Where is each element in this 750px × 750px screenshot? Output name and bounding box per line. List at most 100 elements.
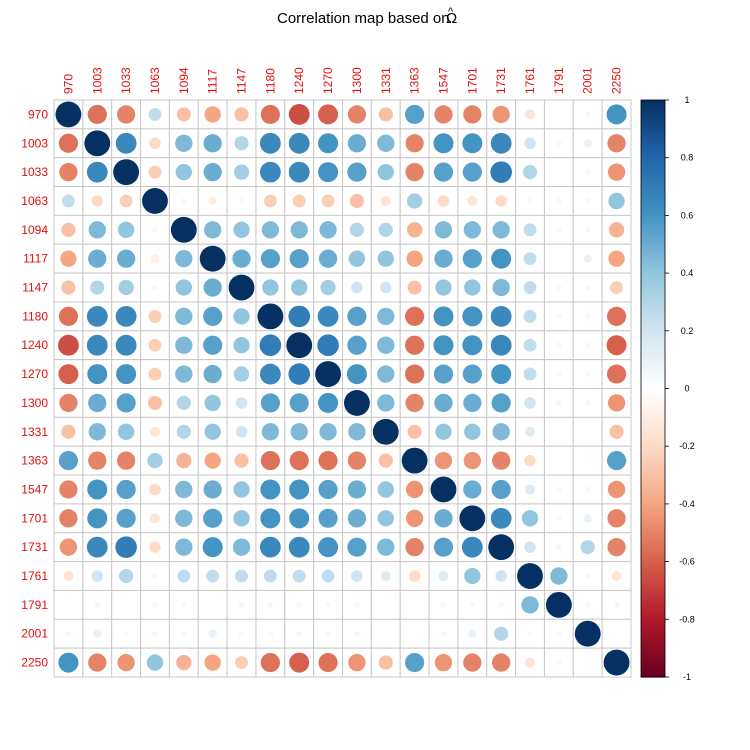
colorbar-step bbox=[641, 443, 665, 447]
correlation-circle bbox=[524, 454, 536, 467]
correlation-circle bbox=[233, 481, 250, 498]
colorbar-step bbox=[641, 238, 665, 242]
correlation-circle bbox=[583, 514, 592, 523]
correlation-circle bbox=[291, 279, 308, 296]
colorbar-step bbox=[641, 195, 665, 199]
correlation-circle bbox=[296, 601, 303, 608]
correlation-circle bbox=[123, 630, 130, 637]
correlation-circle bbox=[405, 393, 424, 413]
correlation-circle bbox=[492, 653, 511, 672]
correlation-circle bbox=[555, 515, 562, 522]
column-label: 1003 bbox=[90, 67, 104, 94]
correlation-circle bbox=[86, 305, 108, 327]
colorbar-step bbox=[641, 137, 665, 141]
row-label: 1003 bbox=[21, 136, 48, 150]
correlation-circle bbox=[116, 451, 136, 470]
matrix-cell bbox=[572, 445, 603, 476]
correlation-circle bbox=[116, 508, 136, 528]
correlation-circle bbox=[606, 335, 627, 356]
matrix-cell bbox=[399, 618, 430, 649]
colorbar-step bbox=[641, 281, 665, 286]
correlation-circle bbox=[434, 249, 453, 268]
correlation-circle bbox=[58, 451, 79, 471]
colorbar-step bbox=[641, 495, 665, 499]
colorbar-tick-label: -0.6 bbox=[679, 557, 695, 567]
correlation-circle bbox=[463, 451, 481, 470]
correlation-circle bbox=[116, 393, 136, 413]
correlation-circle bbox=[61, 280, 76, 295]
correlation-circle bbox=[405, 480, 424, 499]
correlation-circle bbox=[289, 652, 310, 673]
correlation-circle bbox=[377, 510, 394, 527]
correlation-circle bbox=[584, 198, 591, 204]
correlation-circle bbox=[176, 395, 191, 411]
correlation-circle bbox=[116, 249, 136, 268]
correlation-circle bbox=[59, 538, 78, 556]
correlation-circle bbox=[491, 364, 512, 385]
colorbar-step bbox=[641, 198, 665, 202]
correlation-circle bbox=[170, 216, 197, 243]
correlation-circle bbox=[180, 601, 187, 608]
colorbar-step bbox=[641, 651, 665, 655]
correlation-circle bbox=[467, 195, 478, 206]
correlation-circle bbox=[115, 132, 137, 154]
colorbar-step bbox=[641, 183, 665, 188]
correlation-circle bbox=[88, 451, 107, 470]
colorbar-step bbox=[641, 203, 665, 208]
colorbar-step bbox=[641, 226, 665, 231]
matrix-cell bbox=[82, 445, 113, 476]
correlation-circle bbox=[524, 137, 536, 150]
colorbar-step bbox=[641, 480, 665, 485]
colorbar-step bbox=[641, 411, 665, 416]
correlation-circle bbox=[523, 252, 537, 266]
correlation-circle bbox=[408, 570, 421, 582]
correlation-circle bbox=[147, 395, 163, 411]
correlation-circle bbox=[175, 163, 192, 181]
correlation-circle bbox=[180, 630, 187, 637]
correlation-circle bbox=[525, 484, 536, 495]
correlation-circle bbox=[378, 107, 393, 122]
correlation-circle bbox=[433, 537, 454, 557]
colorbar-step bbox=[641, 431, 665, 436]
correlation-circle bbox=[86, 536, 108, 558]
colorbar-step bbox=[641, 250, 665, 254]
correlation-circle bbox=[238, 601, 245, 608]
correlation-circle bbox=[347, 480, 367, 499]
colorbar-tick-label: 1 bbox=[684, 95, 689, 105]
correlation-circle bbox=[584, 284, 591, 291]
colorbar-step bbox=[641, 339, 665, 343]
correlation-circle bbox=[430, 476, 457, 503]
row-label: 1701 bbox=[21, 511, 48, 525]
colorbar-step bbox=[641, 192, 665, 196]
correlation-circle bbox=[377, 365, 395, 383]
colorbar-step bbox=[641, 172, 665, 176]
correlation-circle bbox=[347, 134, 367, 153]
colorbar-step bbox=[641, 645, 665, 649]
colorbar-step bbox=[641, 581, 665, 586]
colorbar-step bbox=[641, 437, 665, 442]
correlation-circle bbox=[91, 195, 104, 207]
colorbar-step bbox=[641, 622, 665, 626]
row-label: 1033 bbox=[21, 165, 48, 179]
correlation-circle bbox=[378, 222, 393, 237]
colorbar-step bbox=[641, 134, 665, 139]
correlation-circle bbox=[228, 274, 255, 301]
colorbar-step bbox=[641, 117, 665, 121]
correlation-circle bbox=[555, 544, 562, 551]
row-label: 1731 bbox=[21, 540, 48, 554]
correlation-circle bbox=[204, 106, 221, 123]
correlation-circle bbox=[260, 104, 280, 125]
colorbar-step bbox=[641, 229, 665, 234]
colorbar-tick-label: -1 bbox=[683, 672, 691, 682]
correlation-circle bbox=[152, 226, 158, 233]
colorbar-step bbox=[641, 151, 665, 156]
correlation-circle bbox=[90, 280, 105, 295]
matrix-cell bbox=[543, 647, 574, 678]
correlation-circle bbox=[490, 334, 512, 356]
colorbar-step bbox=[641, 160, 665, 165]
colorbar-step bbox=[641, 665, 665, 669]
chart-title-group: Correlation map based on Ω ^ bbox=[277, 6, 457, 27]
correlation-circle bbox=[433, 364, 454, 384]
correlation-circle bbox=[606, 451, 627, 471]
correlation-circle bbox=[325, 630, 331, 637]
